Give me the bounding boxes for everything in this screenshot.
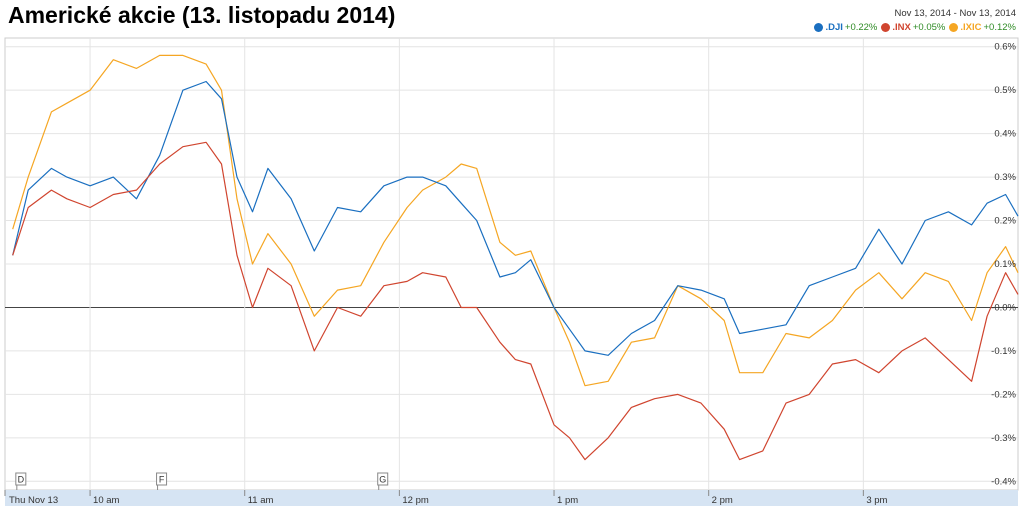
legend-series-change: +0.12% <box>983 22 1017 33</box>
y-tick-label: -0.1% <box>991 346 1016 357</box>
legend-series-change: +0.22% <box>844 22 878 33</box>
y-tick-label: 0.3% <box>994 172 1016 183</box>
series-line-dji <box>12 80 1019 356</box>
legend-dot-icon <box>881 23 891 32</box>
x-tick-label: 3 pm <box>866 495 887 506</box>
event-flag-g[interactable]: G <box>377 472 389 490</box>
event-flag-box <box>15 472 27 486</box>
y-tick-label: 0.4% <box>994 129 1016 140</box>
event-flag-box <box>156 472 168 486</box>
legend-item-dji[interactable]: .DJI +0.22% <box>814 22 877 33</box>
chart-title: Americké akcie (13. listopadu 2014) <box>8 2 396 28</box>
series-line-inx <box>12 141 1019 461</box>
x-axis-band <box>5 490 1018 506</box>
x-tick-label: 1 pm <box>557 495 578 506</box>
y-tick-label: 0.5% <box>994 85 1016 96</box>
legend-series-name: .DJI <box>825 22 843 33</box>
legend-dot-icon <box>949 23 959 32</box>
event-flag-label: F <box>159 475 165 485</box>
date-range: Nov 13, 2014 - Nov 13, 2014 <box>894 8 1016 19</box>
legend-item-ixic[interactable]: .IXIC +0.12% <box>949 22 1016 33</box>
x-tick-label: 10 am <box>93 495 119 506</box>
x-tick-label: 12 pm <box>402 495 428 506</box>
y-axis: 0.6% 0.5% 0.4% 0.3% 0.2% 0.1% -0.0% -0.1% -0.2% -… <box>991 42 1016 488</box>
y-tick-label: -0.4% <box>991 476 1016 487</box>
series-layer <box>12 54 1019 461</box>
event-flag-label: G <box>379 475 386 485</box>
event-flag-box <box>377 472 389 486</box>
x-axis: Thu Nov 13 10 am 11 am 12 pm 1 pm 2 pm 3 pm <box>4 490 1018 506</box>
event-flag-f[interactable]: F <box>156 472 168 490</box>
y-tick-label: 0.2% <box>994 216 1016 227</box>
y-tick-label: -0.3% <box>991 433 1016 444</box>
event-flag-d[interactable]: D <box>15 472 27 490</box>
x-tick-label: Thu Nov 13 <box>9 495 58 506</box>
legend-series-change: +0.05% <box>912 22 946 33</box>
event-flag-label: D <box>18 475 25 485</box>
grid-layer <box>4 37 1019 491</box>
legend-series-name: .INX <box>892 22 911 33</box>
legend: .DJI +0.22% .INX +0.05% .IXIC +0.12% <box>814 22 1016 33</box>
legend-item-inx[interactable]: .INX +0.05% <box>881 22 945 33</box>
x-tick-label: 11 am <box>248 495 274 506</box>
y-tick-label: -0.0% <box>991 302 1016 313</box>
y-tick-label: 0.6% <box>994 42 1016 53</box>
legend-series-name: .IXIC <box>960 22 982 33</box>
y-tick-label: 0.1% <box>994 259 1016 270</box>
series-line-ixic <box>12 54 1019 387</box>
x-tick-label: 2 pm <box>712 495 733 506</box>
y-tick-label: -0.2% <box>991 389 1016 400</box>
legend-dot-icon <box>814 23 824 32</box>
